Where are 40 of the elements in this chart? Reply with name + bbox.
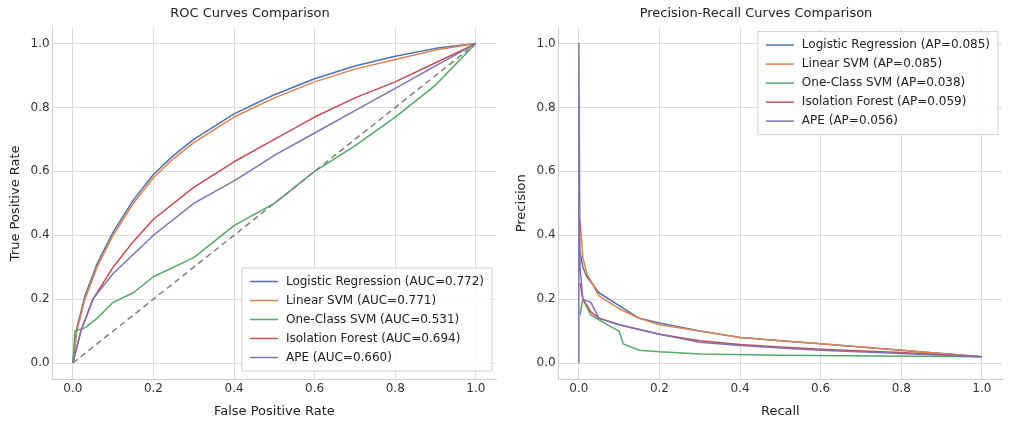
x-tick-label: 0.4 — [730, 381, 750, 396]
y-tick-label: 0.8 — [30, 99, 50, 114]
x-tick-label: 0.2 — [649, 381, 669, 396]
y-axis-title: Precision — [513, 174, 529, 233]
x-tick-label: 0.4 — [224, 381, 244, 396]
x-axis-title: Recall — [760, 402, 800, 418]
x-tick-label: 0.6 — [811, 381, 831, 396]
legend-label: One-Class SVM (AP=0.038) — [801, 75, 966, 90]
x-tick-label: 1.0 — [972, 381, 992, 396]
chart-title: Precision-Recall Curves Comparison — [639, 5, 873, 21]
y-tick-label: 0.8 — [536, 99, 556, 114]
legend-label: One-Class SVM (AUC=0.531) — [285, 311, 460, 326]
x-tick-label: 0.0 — [569, 381, 589, 396]
legend-label: APE (AUC=0.660) — [285, 349, 392, 364]
y-tick-label: 0.6 — [30, 163, 50, 178]
x-tick-label: 0.6 — [305, 381, 325, 396]
y-tick-label: 0.6 — [536, 163, 556, 178]
legend-label: APE (AP=0.056) — [801, 113, 898, 128]
legend-label: Linear SVM (AUC=0.771) — [285, 292, 437, 307]
y-tick-label: 0.2 — [536, 291, 556, 306]
x-axis-title: False Positive Rate — [213, 402, 335, 418]
y-tick-label: 1.0 — [30, 35, 50, 50]
legend-label: Isolation Forest (AUC=0.694) — [285, 330, 461, 345]
x-tick-label: 0.0 — [63, 381, 83, 396]
x-tick-label: 0.8 — [385, 381, 405, 396]
chart-title: ROC Curves Comparison — [170, 5, 330, 21]
y-axis-title: True Positive Rate — [7, 145, 23, 263]
y-tick-label: 0.0 — [30, 355, 50, 370]
legend-label: Logistic Regression (AUC=0.772) — [285, 273, 485, 288]
y-tick-label: 0.2 — [30, 291, 50, 306]
legend-label: Logistic Regression (AP=0.085) — [801, 37, 990, 52]
y-tick-label: 0.0 — [536, 355, 556, 370]
legend-label: Isolation Forest (AP=0.059) — [801, 94, 967, 109]
y-tick-label: 0.4 — [30, 227, 50, 242]
y-tick-label: 1.0 — [536, 35, 556, 50]
y-tick-label: 0.4 — [536, 227, 556, 242]
x-tick-label: 0.8 — [891, 381, 911, 396]
x-tick-label: 1.0 — [466, 381, 486, 396]
legend-label: Linear SVM (AP=0.085) — [801, 56, 943, 71]
x-tick-label: 0.2 — [143, 381, 163, 396]
